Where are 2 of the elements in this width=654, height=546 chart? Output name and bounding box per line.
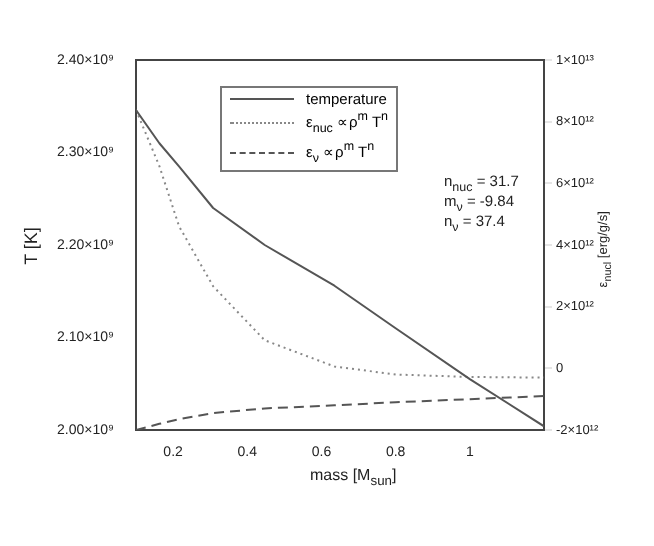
x-axis-title: mass [M$_{sun}$] xyxy=(310,466,397,490)
y-axis-title: T [K] xyxy=(20,227,41,265)
